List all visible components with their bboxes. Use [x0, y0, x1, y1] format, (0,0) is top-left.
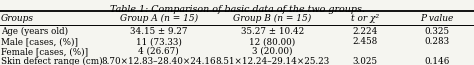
Text: 2.458: 2.458	[352, 37, 378, 46]
Text: Group B (n = 15): Group B (n = 15)	[233, 14, 312, 23]
Text: Female [cases, (%)]: Female [cases, (%)]	[1, 47, 88, 56]
Text: Group A (n = 15): Group A (n = 15)	[120, 14, 198, 23]
Text: Age (years old): Age (years old)	[1, 27, 68, 36]
Text: 2.224: 2.224	[352, 27, 378, 36]
Text: 34.15 ± 9.27: 34.15 ± 9.27	[130, 27, 188, 36]
Text: 0.325: 0.325	[425, 27, 450, 36]
Text: 3.025: 3.025	[353, 57, 377, 65]
Text: 0.283: 0.283	[425, 37, 450, 46]
Text: 3 (20.00): 3 (20.00)	[252, 47, 293, 56]
Text: 8.51×12.24–29.14×25.23: 8.51×12.24–29.14×25.23	[215, 57, 330, 65]
Text: 12 (80.00): 12 (80.00)	[249, 37, 296, 46]
Text: 4 (26.67): 4 (26.67)	[138, 47, 179, 56]
Text: 35.27 ± 10.42: 35.27 ± 10.42	[241, 27, 304, 36]
Text: Skin defect range (cm): Skin defect range (cm)	[1, 57, 102, 65]
Text: 0.146: 0.146	[425, 57, 450, 65]
Text: Male [cases, (%)]: Male [cases, (%)]	[1, 37, 78, 46]
Text: Table 1: Comparison of basic data of the two groups.: Table 1: Comparison of basic data of the…	[109, 5, 365, 14]
Text: P value: P value	[420, 14, 454, 23]
Text: 8.70×12.83–28.40×24.16: 8.70×12.83–28.40×24.16	[101, 57, 216, 65]
Text: 11 (73.33): 11 (73.33)	[136, 37, 182, 46]
Text: t or χ²: t or χ²	[351, 14, 379, 23]
Text: Groups: Groups	[1, 14, 34, 23]
